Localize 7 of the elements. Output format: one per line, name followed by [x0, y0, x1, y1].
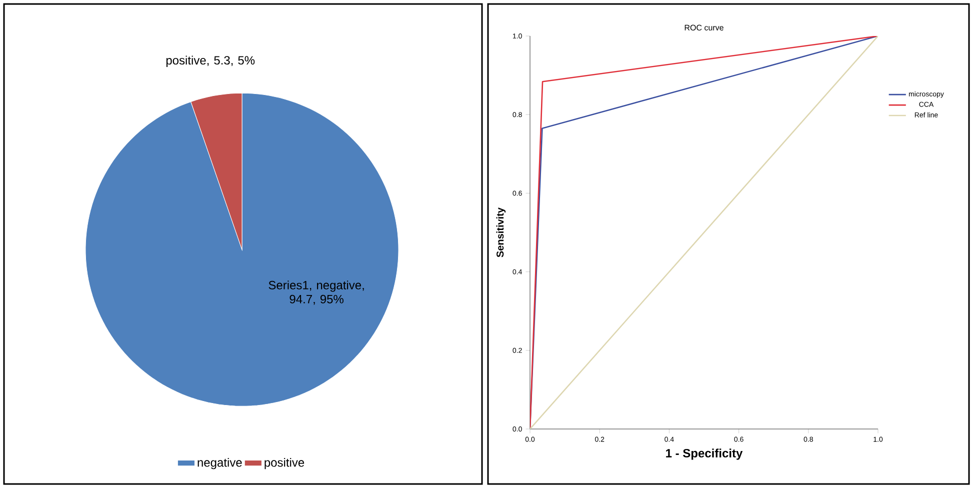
legend-label: negative [198, 458, 242, 470]
chart-title: ROC curve [684, 24, 724, 30]
data-label: Series1, negative, 94.7, 95% [268, 280, 364, 305]
legend-label: positive [264, 458, 304, 470]
x-axis-title: 1 - Specificity [666, 448, 743, 460]
y-axis-title: Sensitivity [496, 208, 506, 258]
data-label: positive, 5.3, 5% [166, 56, 255, 67]
